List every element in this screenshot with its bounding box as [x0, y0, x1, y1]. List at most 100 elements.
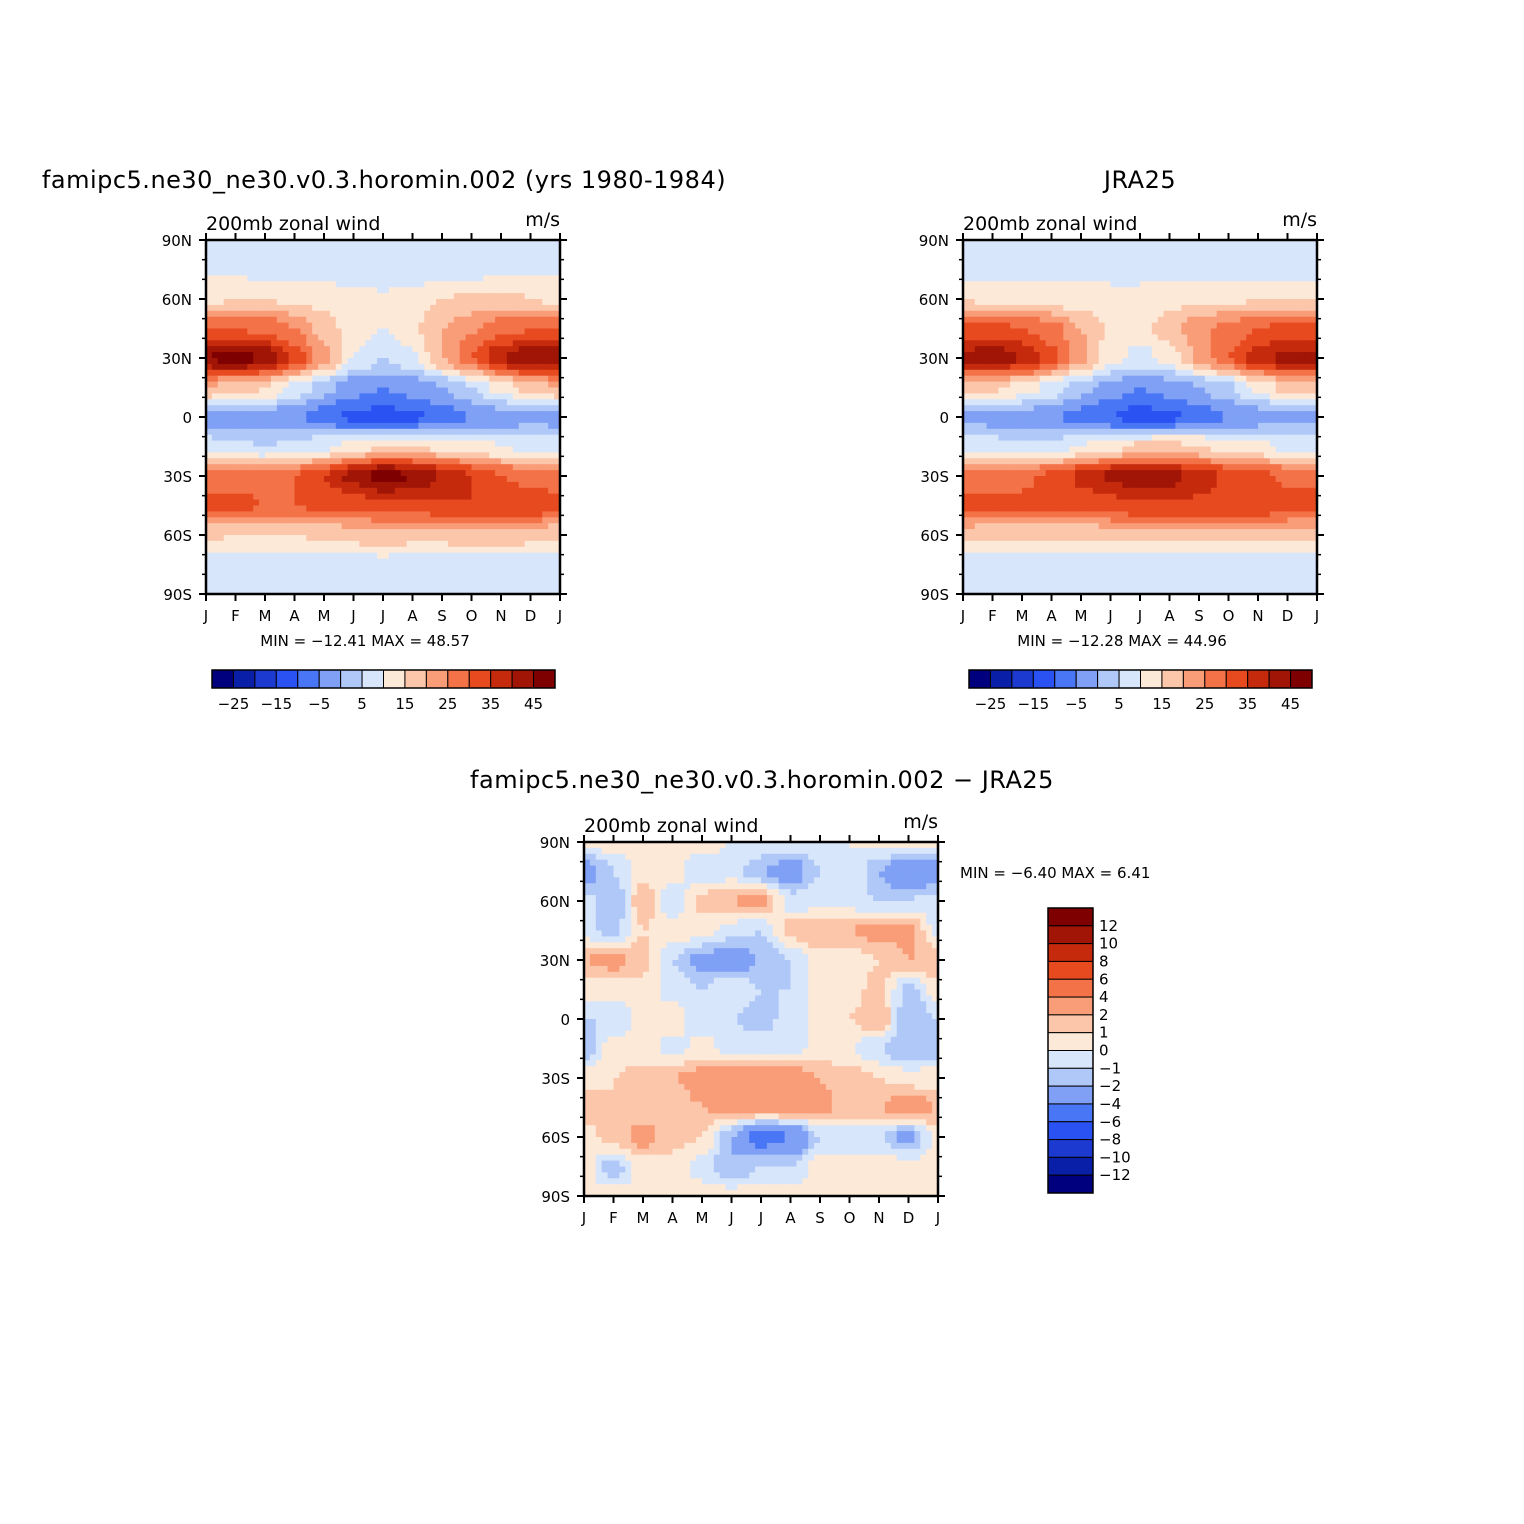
heatmap-cell: [300, 411, 307, 418]
heatmap-cell: [306, 493, 313, 501]
heatmap-cell: [1057, 363, 1064, 371]
heatmap-cell: [489, 245, 496, 253]
heatmap-cell: [542, 481, 549, 489]
heatmap-cell: [1181, 346, 1188, 353]
heatmap-cell: [1075, 269, 1082, 276]
heatmap-cell: [247, 340, 254, 347]
heatmap-cell: [282, 393, 290, 400]
heatmap-cell: [300, 304, 307, 312]
heatmap-cell: [306, 346, 313, 353]
heatmap-cell: [447, 540, 455, 548]
heatmap-cell: [300, 446, 307, 453]
heatmap-cell: [495, 505, 502, 512]
heatmap-cell: [483, 552, 490, 560]
heatmap-cell: [963, 352, 970, 359]
heatmap-cell: [477, 245, 484, 253]
heatmap-cell: [412, 340, 419, 347]
colorbar-frame: [211, 669, 556, 689]
heatmap-cell: [518, 552, 526, 560]
heatmap-cell: [1204, 245, 1212, 253]
heatmap-cell: [424, 458, 431, 465]
heatmap-cell: [371, 340, 378, 347]
heatmap-cell: [447, 588, 455, 595]
heatmap-cell: [524, 369, 532, 377]
colorbar-box: [275, 669, 299, 689]
heatmap-cell: [530, 570, 537, 577]
heatmap-cell: [353, 440, 360, 448]
heatmap-cell: [211, 275, 219, 282]
heatmap-cell: [1086, 340, 1094, 347]
heatmap-cell: [524, 458, 532, 465]
heatmap-cell: [418, 499, 425, 507]
heatmap-cell: [501, 411, 508, 418]
heatmap-cell: [229, 263, 237, 271]
heatmap-cell: [359, 269, 366, 276]
heatmap-cell: [270, 582, 278, 589]
heatmap-cell: [512, 316, 520, 324]
heatmap-cell: [335, 546, 343, 554]
heatmap-cell: [217, 387, 225, 394]
heatmap-cell: [300, 316, 307, 324]
heatmap-cell: [501, 493, 508, 501]
heatmap-cell: [442, 434, 449, 442]
heatmap-cell: [1004, 275, 1011, 282]
heatmap-cell: [1092, 275, 1100, 282]
heatmap-cell: [1057, 257, 1064, 265]
heatmap-cell: [1016, 358, 1023, 365]
heatmap-cell: [1086, 304, 1094, 312]
heatmap-cell: [465, 446, 473, 453]
heatmap-cell: [1169, 328, 1176, 335]
heatmap-cell: [554, 440, 561, 448]
heatmap-cell: [465, 334, 473, 341]
heatmap-cell: [447, 476, 455, 483]
heatmap-cell: [542, 369, 549, 377]
heatmap-cell: [436, 316, 443, 324]
heatmap-cell: [447, 558, 455, 566]
heatmap-cell: [963, 334, 970, 341]
heatmap-cell: [377, 340, 384, 347]
heatmap-cell: [341, 369, 349, 377]
heatmap-cell: [453, 334, 461, 341]
heatmap-cell: [288, 476, 296, 483]
heatmap-cell: [1075, 245, 1082, 253]
heatmap-cell: [1104, 287, 1112, 294]
heatmap-cell: [424, 564, 431, 571]
heatmap-cell: [489, 517, 496, 524]
heatmap-cell: [365, 263, 372, 271]
heatmap-cell: [542, 588, 549, 595]
heatmap-cell: [253, 299, 260, 306]
heatmap-cell: [247, 310, 254, 318]
heatmap-cell: [471, 458, 478, 465]
heatmap-cell: [1128, 275, 1135, 282]
heatmap-cell: [270, 293, 278, 300]
heatmap-cell: [1263, 316, 1271, 324]
heatmap-cell: [986, 299, 994, 306]
heatmap-cell: [341, 529, 349, 536]
heatmap-cell: [265, 540, 272, 548]
heatmap-cell: [400, 511, 408, 518]
heatmap-cell: [377, 287, 384, 294]
heatmap-cell: [1098, 287, 1106, 294]
heatmap-cell: [383, 570, 390, 577]
heatmap-cell: [306, 281, 313, 288]
heatmap-cell: [1234, 316, 1241, 324]
heatmap-cell: [495, 304, 502, 312]
heatmap-cell: [229, 411, 237, 418]
heatmap-cell: [412, 558, 419, 566]
heatmap-cell: [377, 245, 384, 253]
heatmap-cell: [530, 245, 537, 253]
heatmap-cell: [1027, 257, 1035, 265]
heatmap-cell: [1075, 287, 1082, 294]
heatmap-cell: [518, 588, 526, 595]
heatmap-cell: [329, 352, 337, 359]
heatmap-cell: [1281, 334, 1289, 341]
heatmap-cell: [1193, 287, 1200, 294]
heatmap-cell: [211, 422, 219, 430]
heatmap-cell: [247, 269, 254, 276]
heatmap-cell: [383, 422, 390, 430]
heatmap-cell: [424, 529, 431, 536]
heatmap-cell: [447, 304, 455, 312]
heatmap-cell: [471, 369, 478, 377]
heatmap-cell: [447, 405, 455, 412]
heatmap-cell: [270, 493, 278, 501]
